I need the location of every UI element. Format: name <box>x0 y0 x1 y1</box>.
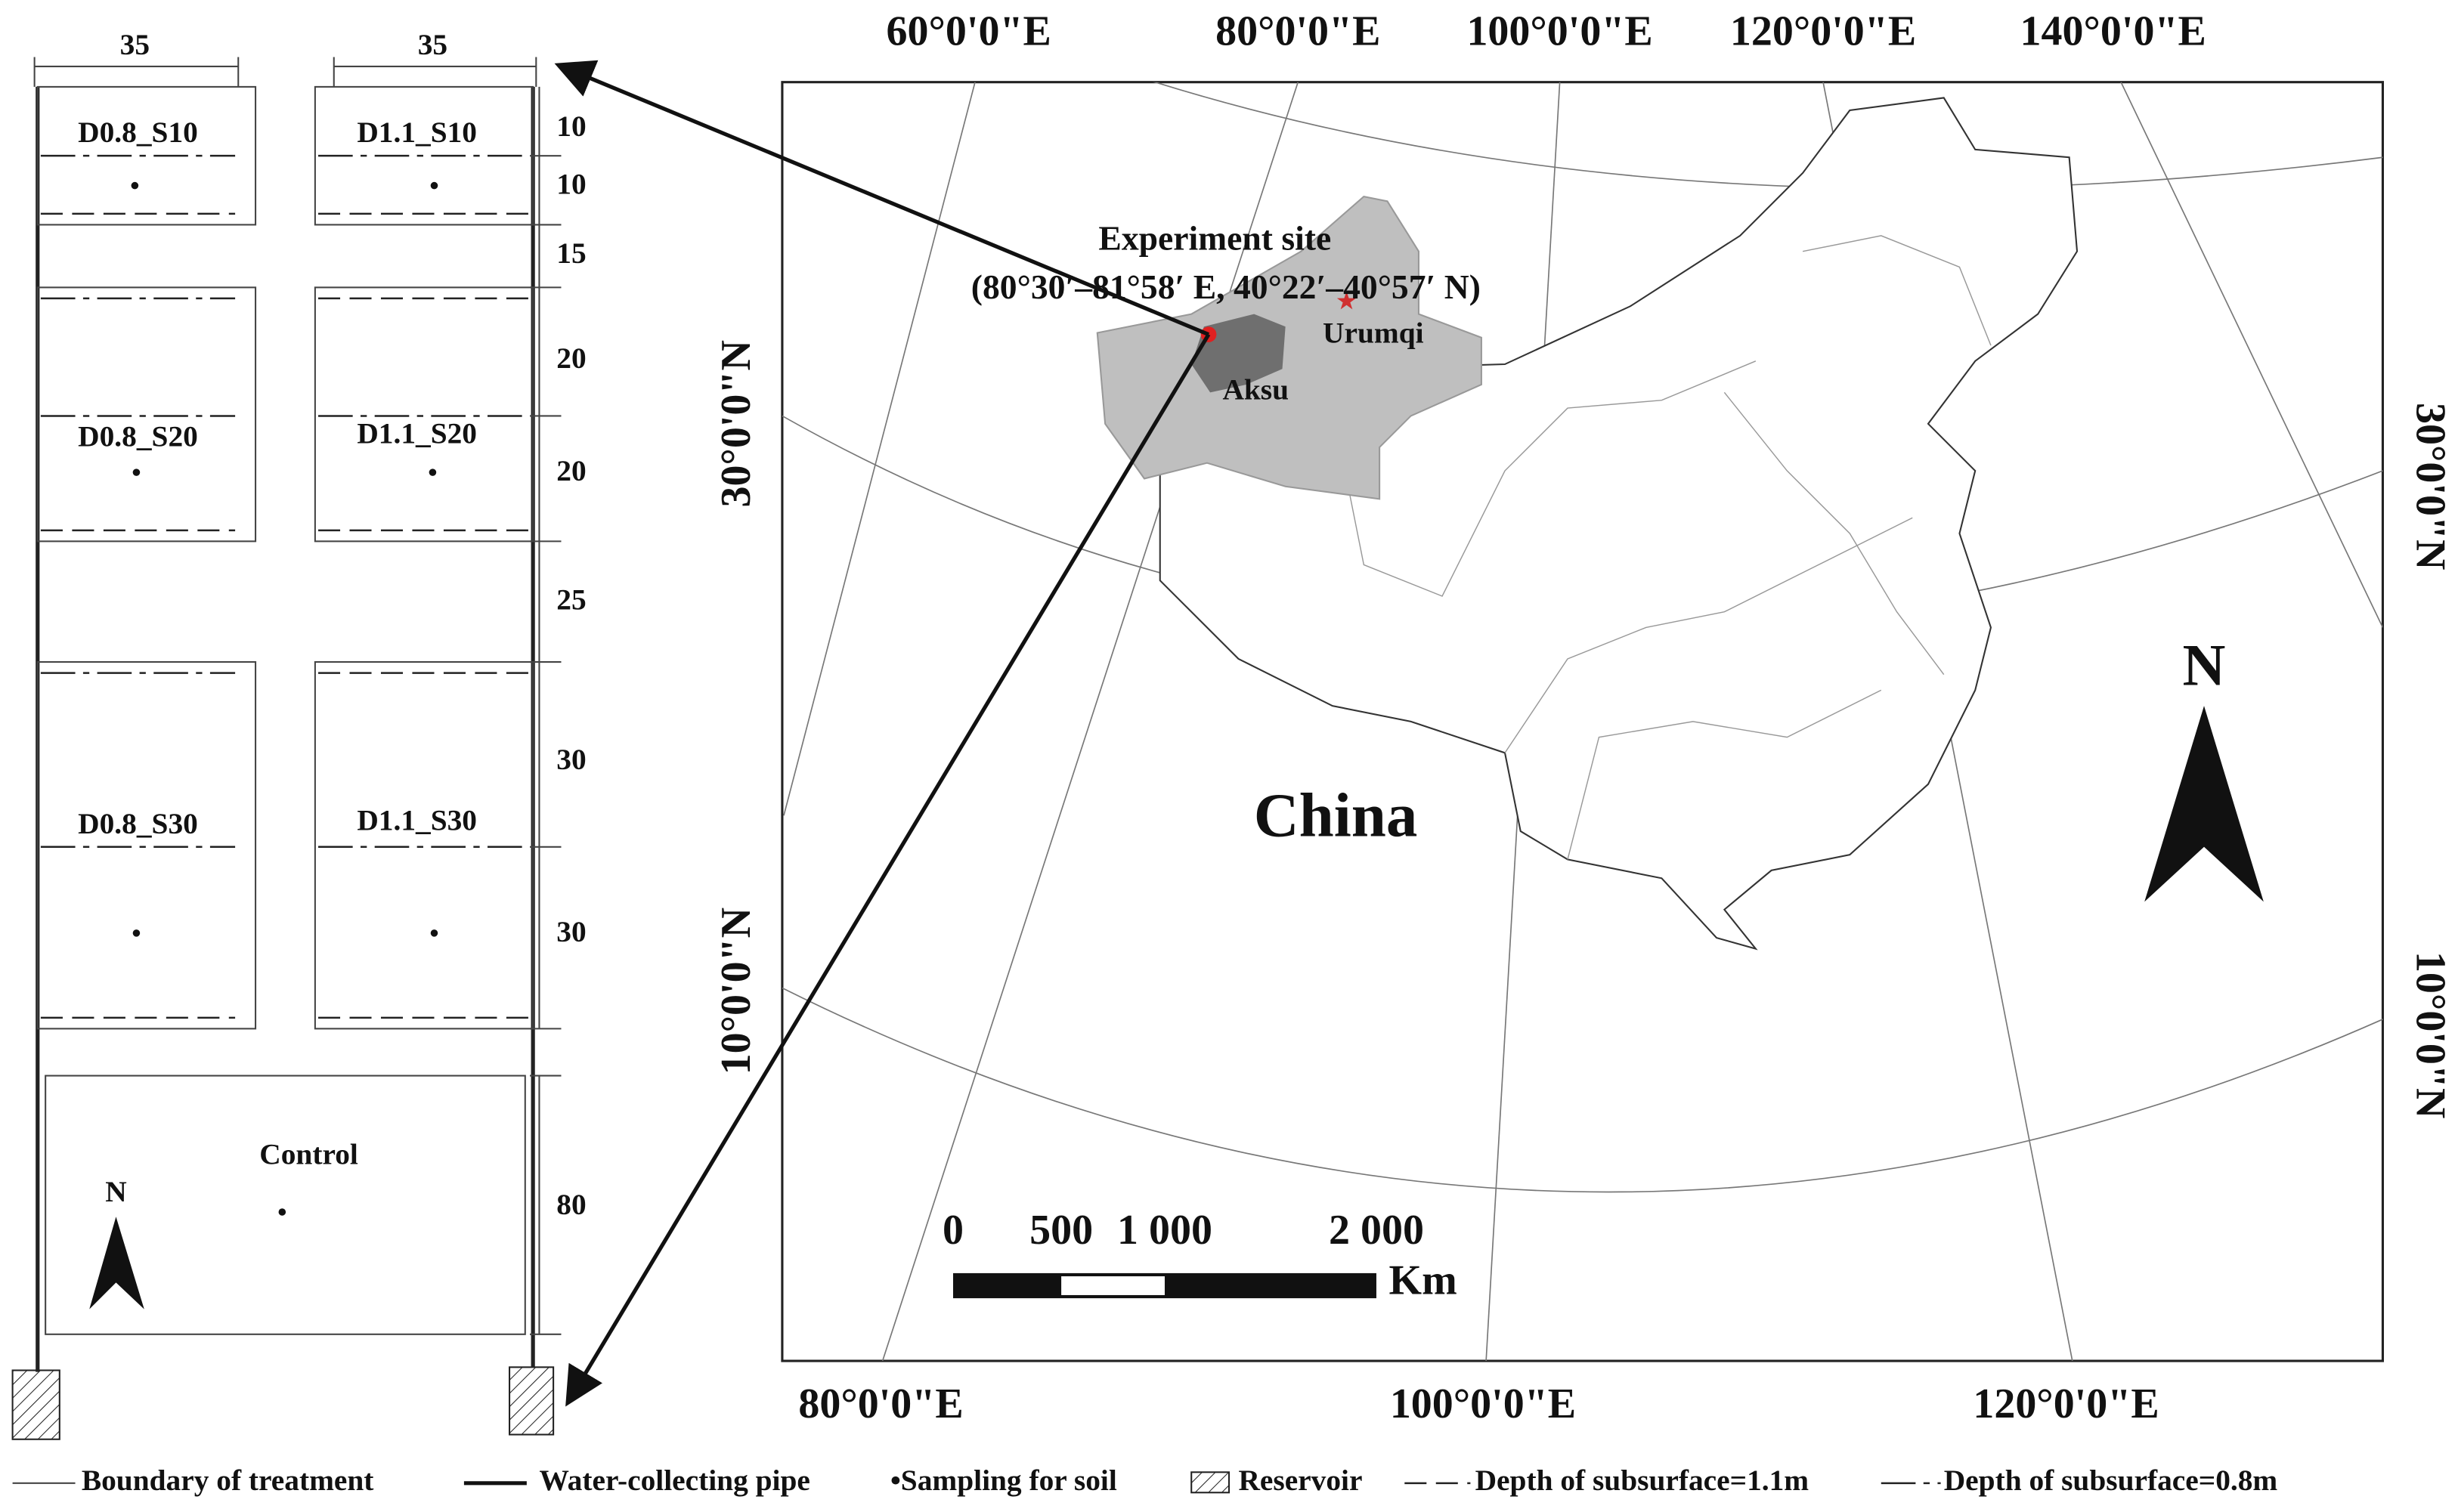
north-arrow <box>2144 706 2264 902</box>
callout-arrow <box>565 333 1211 1407</box>
sampling-points <box>131 181 438 1216</box>
width-label: 35 <box>418 28 447 61</box>
dim-label: 30 <box>556 915 586 948</box>
plot <box>314 661 534 1030</box>
lat-label: 30°0'0"N <box>2407 403 2454 570</box>
legend: Boundary of treatment Water-collecting p… <box>12 1464 2278 1497</box>
dim-label: 80 <box>556 1188 586 1221</box>
lon-label: 80°0'0"E <box>1215 8 1380 54</box>
plot-label: D0.8_S30 <box>78 807 198 840</box>
control-plot <box>45 1074 526 1335</box>
scale-unit: Km <box>1389 1257 1457 1303</box>
layout-diagram: 35 35 D0.8_S10 D1.1_S10 D0.8_S20 D1.1_S2… <box>11 28 587 1440</box>
north-label: N <box>2183 633 2226 699</box>
legend-label: Depth of subsurface=1.1m <box>1475 1464 1809 1497</box>
country-label: China <box>1254 781 1418 850</box>
site-title: Experiment site <box>1098 219 1331 258</box>
scale-label: 500 <box>1029 1207 1093 1254</box>
city-label: Urumqi <box>1323 317 1424 350</box>
plot-label: D0.8_S20 <box>78 420 198 453</box>
legend-label: Water-collecting pipe <box>539 1464 810 1497</box>
dim-label: 15 <box>556 237 586 270</box>
plot-label: D1.1_S30 <box>357 804 477 837</box>
plot <box>36 661 257 1030</box>
width-label: 35 <box>120 28 150 61</box>
map: ★ 60°0'0"E 80°0'0"E 100°0'0"E 120°0'0"E … <box>713 8 2454 1427</box>
legend-label: •Sampling for soil <box>890 1464 1117 1497</box>
scale-bar <box>1061 1276 1165 1295</box>
dim-label: 10 <box>556 110 586 143</box>
lon-label: 60°0'0"E <box>887 8 1051 54</box>
lon-label: 100°0'0"E <box>1390 1381 1576 1427</box>
callout-arrow <box>554 60 1210 336</box>
scale-label: 1 000 <box>1117 1207 1212 1254</box>
dim-label: 20 <box>556 342 586 375</box>
dim-label: 20 <box>556 454 586 487</box>
dim-ticks <box>530 155 562 1335</box>
legend-label: Reservoir <box>1238 1464 1362 1497</box>
lat-label: 10°0'0"N <box>2407 951 2454 1118</box>
dim-label: 25 <box>556 583 586 616</box>
north-label: N <box>105 1175 126 1208</box>
plot <box>314 286 534 543</box>
lon-label: 120°0'0"E <box>1973 1381 2159 1427</box>
lon-label: 140°0'0"E <box>2020 8 2206 54</box>
legend-label: Boundary of treatment <box>82 1464 374 1497</box>
north-arrow <box>89 1217 144 1309</box>
lon-label: 100°0'0"E <box>1466 8 1652 54</box>
reservoir <box>11 1369 60 1440</box>
control-label: Control <box>259 1137 358 1170</box>
plot <box>36 85 257 226</box>
dim-label: 10 <box>556 168 586 201</box>
china-outline <box>1159 97 2079 951</box>
lon-label: 120°0'0"E <box>1730 8 1916 54</box>
site-coords: (80°30′–81°58′ E, 40°22′–40°57′ N) <box>971 267 1481 306</box>
plot-label: D1.1_S20 <box>357 416 477 450</box>
city-label: Aksu <box>1222 373 1289 406</box>
plot-label: D1.1_S10 <box>357 116 477 149</box>
scale-label: 2 000 <box>1329 1207 1424 1254</box>
lon-label: 80°0'0"E <box>798 1381 963 1427</box>
xinjiang <box>1096 195 1482 500</box>
urumqi-star: ★ <box>1337 289 1357 314</box>
legend-label: Depth of subsurface=0.8m <box>1944 1464 2278 1497</box>
plot <box>36 286 257 543</box>
lat-label: 10°0'0"N <box>713 908 760 1074</box>
depth-lines <box>40 154 531 1019</box>
provinces <box>1347 235 1992 860</box>
scale-label: 0 <box>943 1207 964 1254</box>
reservoir <box>509 1366 555 1436</box>
plot-label: D0.8_S10 <box>78 116 198 149</box>
dim-label: 30 <box>556 743 586 776</box>
lat-label: 30°0'0"N <box>713 340 760 507</box>
